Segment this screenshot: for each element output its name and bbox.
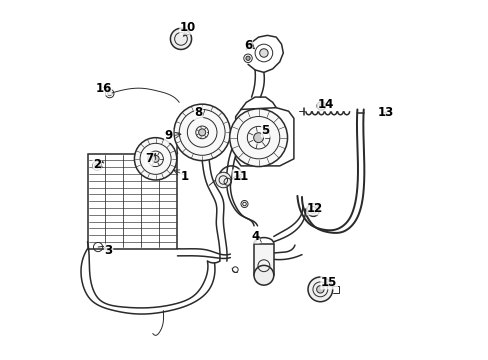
Text: 15: 15 — [320, 276, 337, 289]
Text: 10: 10 — [180, 21, 196, 34]
Text: 7: 7 — [145, 152, 153, 165]
Text: 3: 3 — [104, 244, 113, 257]
Circle shape — [174, 104, 230, 161]
Circle shape — [94, 163, 99, 168]
Text: 6: 6 — [244, 40, 252, 53]
Circle shape — [170, 28, 191, 49]
Circle shape — [134, 138, 176, 180]
Circle shape — [107, 91, 112, 96]
Text: 1: 1 — [180, 170, 188, 183]
Text: 11: 11 — [232, 170, 248, 183]
Circle shape — [215, 172, 231, 188]
Text: 16: 16 — [95, 82, 111, 95]
Text: 12: 12 — [306, 202, 323, 215]
Circle shape — [319, 104, 323, 108]
Text: 4: 4 — [250, 230, 259, 243]
Circle shape — [152, 155, 159, 162]
Circle shape — [245, 56, 250, 60]
Text: 14: 14 — [317, 98, 333, 111]
Bar — [253, 243, 273, 275]
Circle shape — [198, 129, 205, 136]
Circle shape — [253, 133, 263, 143]
Bar — [87, 153, 177, 249]
Circle shape — [307, 277, 332, 302]
Circle shape — [316, 286, 324, 293]
Circle shape — [229, 109, 287, 167]
Text: 9: 9 — [164, 129, 172, 143]
Circle shape — [306, 204, 319, 216]
Circle shape — [259, 49, 267, 57]
Text: 5: 5 — [261, 124, 269, 137]
Text: 2: 2 — [93, 158, 101, 171]
Circle shape — [253, 265, 273, 285]
Text: 13: 13 — [377, 107, 393, 120]
Text: 8: 8 — [194, 107, 203, 120]
